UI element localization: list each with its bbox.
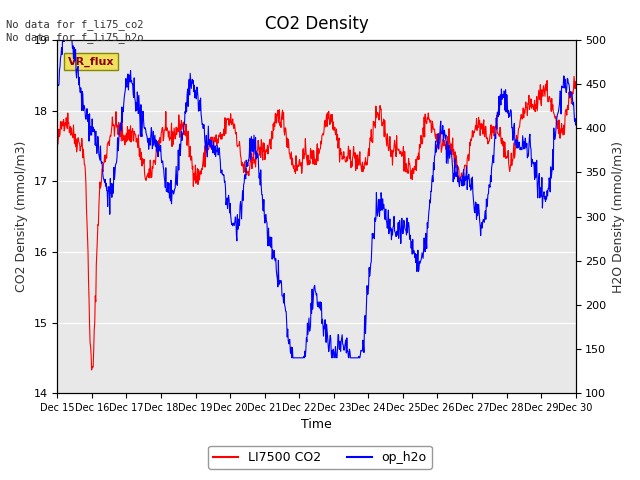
Line: LI7500 CO2: LI7500 CO2 (58, 76, 575, 370)
LI7500 CO2 (572, 79, 579, 84)
Title: CO2 Density: CO2 Density (264, 15, 369, 33)
op_h2o (264, 235, 271, 241)
op_h2o (107, 191, 115, 196)
LI7500 CO2 (264, 143, 271, 148)
Line: op_h2o: op_h2o (58, 40, 575, 358)
LI7500 CO2 (88, 367, 95, 373)
Text: No data for f_li75_co2
No data for f_li75_h2o: No data for f_li75_co2 No data for f_li7… (6, 19, 144, 43)
LI7500 CO2 (107, 133, 115, 139)
X-axis label: Time: Time (301, 419, 332, 432)
LI7500 CO2 (467, 137, 475, 143)
LI7500 CO2 (570, 73, 578, 79)
LI7500 CO2 (410, 170, 417, 176)
op_h2o (572, 122, 579, 128)
Legend: LI7500 CO2, op_h2o: LI7500 CO2, op_h2o (209, 446, 431, 469)
op_h2o (59, 37, 67, 43)
op_h2o (468, 185, 476, 191)
LI7500 CO2 (458, 172, 466, 178)
op_h2o (459, 173, 467, 179)
LI7500 CO2 (282, 130, 290, 135)
op_h2o (282, 309, 290, 314)
Text: VR_flux: VR_flux (68, 57, 115, 67)
Y-axis label: CO2 Density (mmol/m3): CO2 Density (mmol/m3) (15, 141, 28, 292)
op_h2o (410, 249, 418, 255)
LI7500 CO2 (54, 140, 61, 146)
op_h2o (288, 355, 296, 360)
op_h2o (54, 84, 61, 90)
Y-axis label: H2O Density (mmol/m3): H2O Density (mmol/m3) (612, 141, 625, 293)
